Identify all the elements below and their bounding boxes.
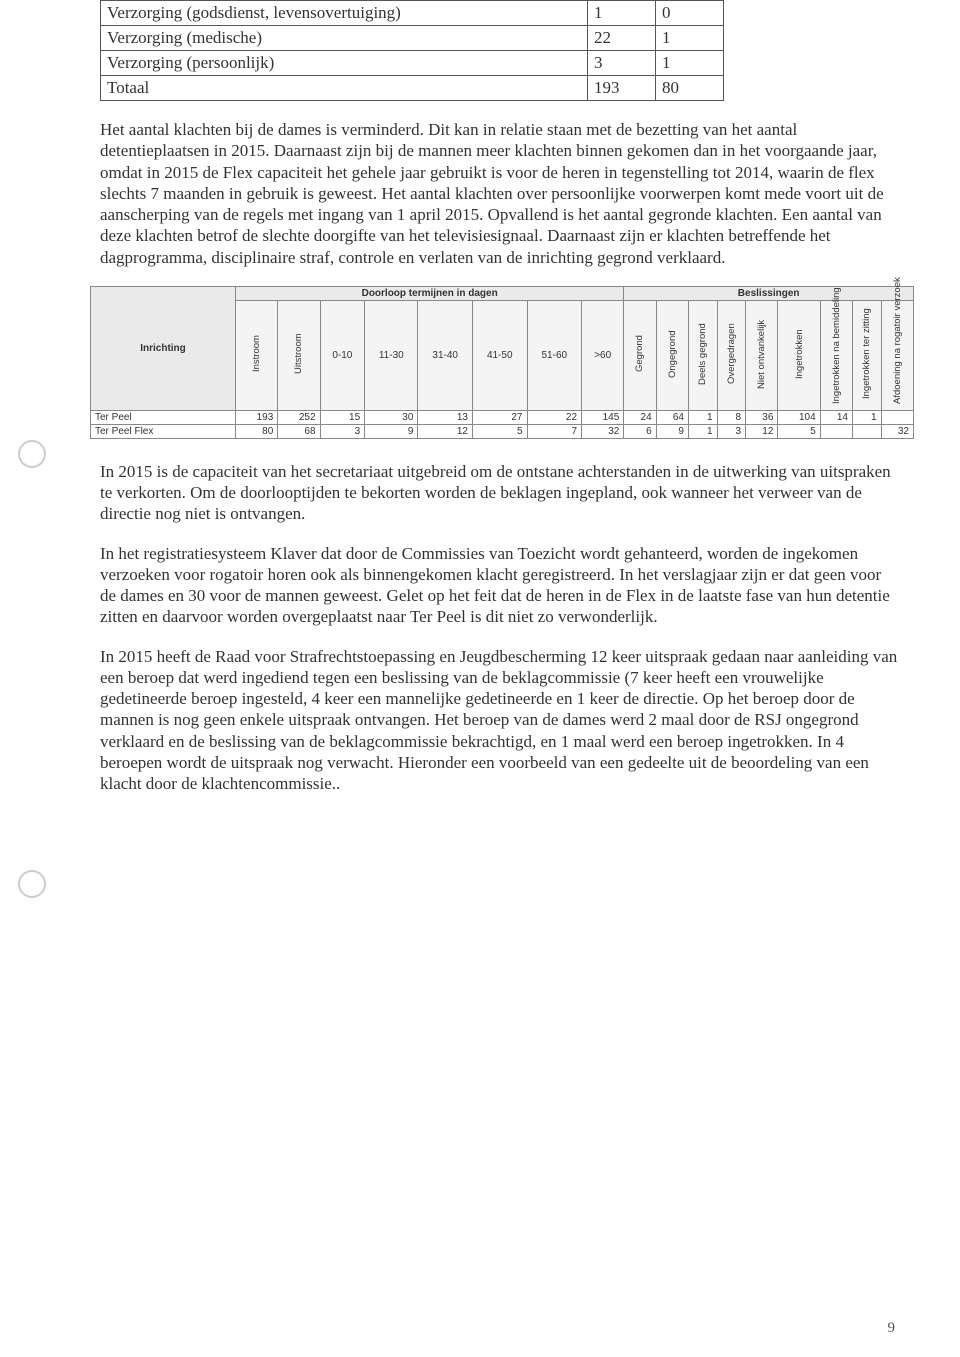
col-11-30: 11-30 bbox=[365, 300, 418, 410]
col-41-50: 41-50 bbox=[472, 300, 527, 410]
cell-value: 193 bbox=[236, 410, 278, 424]
cell-value: 104 bbox=[778, 410, 820, 424]
cell-value: 12 bbox=[746, 424, 778, 438]
cell-value: 14 bbox=[820, 410, 852, 424]
col-ingetrokken-zit: Ingetrokken ter zitting bbox=[852, 300, 881, 410]
klachten-summary-table: Verzorging (godsdienst, levensovertuigin… bbox=[100, 0, 724, 101]
cell-value: 8 bbox=[717, 410, 746, 424]
col-afdoening: Afdoening na rogatoir verzoek bbox=[881, 300, 913, 410]
cell-value: 80 bbox=[656, 76, 724, 101]
punch-hole bbox=[18, 870, 46, 898]
row-name: Ter Peel bbox=[91, 410, 236, 424]
col-overgedragen: Overgedragen bbox=[717, 300, 746, 410]
cell-value: 9 bbox=[656, 424, 688, 438]
cell-value: 1 bbox=[688, 410, 717, 424]
cell-value: 0 bbox=[656, 1, 724, 26]
cell-value: 252 bbox=[278, 410, 320, 424]
cell-value: 5 bbox=[472, 424, 527, 438]
col-ingetrokken-bem: Ingetrokken na bemiddeling bbox=[820, 300, 852, 410]
row-name: Ter Peel Flex bbox=[91, 424, 236, 438]
cell-value: 30 bbox=[365, 410, 418, 424]
cell-value: 80 bbox=[236, 424, 278, 438]
cell-label: Verzorging (godsdienst, levensovertuigin… bbox=[101, 1, 588, 26]
group-beslissingen: Beslissingen bbox=[624, 286, 914, 300]
cell-value: 3 bbox=[717, 424, 746, 438]
table-row: Verzorging (medische)221 bbox=[101, 26, 724, 51]
paragraph-1: Het aantal klachten bij de dames is verm… bbox=[100, 119, 900, 268]
stats-table: Inrichting Doorloop termijnen in dagen B… bbox=[90, 286, 914, 439]
cell-label: Totaal bbox=[101, 76, 588, 101]
cell-value: 15 bbox=[320, 410, 365, 424]
cell-value: 193 bbox=[588, 76, 656, 101]
col-60plus: >60 bbox=[582, 300, 624, 410]
cell-label: Verzorging (medische) bbox=[101, 26, 588, 51]
cell-value: 24 bbox=[624, 410, 656, 424]
cell-value bbox=[881, 410, 913, 424]
col-uitstroom: Uitstroom bbox=[278, 300, 320, 410]
cell-value bbox=[852, 424, 881, 438]
cell-value: 22 bbox=[588, 26, 656, 51]
cell-value: 13 bbox=[418, 410, 473, 424]
group-doorloop: Doorloop termijnen in dagen bbox=[236, 286, 624, 300]
col-0-10: 0-10 bbox=[320, 300, 365, 410]
cell-value: 6 bbox=[624, 424, 656, 438]
cell-value: 32 bbox=[881, 424, 913, 438]
cell-value: 1 bbox=[656, 26, 724, 51]
cell-value: 1 bbox=[852, 410, 881, 424]
col-deels-gegrond: Deels gegrond bbox=[688, 300, 717, 410]
cell-value: 32 bbox=[582, 424, 624, 438]
cell-value: 64 bbox=[656, 410, 688, 424]
table-row: Totaal19380 bbox=[101, 76, 724, 101]
col-inrichting: Inrichting bbox=[91, 286, 236, 410]
cell-value: 3 bbox=[320, 424, 365, 438]
cell-value: 145 bbox=[582, 410, 624, 424]
col-ongegrond: Ongegrond bbox=[656, 300, 688, 410]
col-niet-ontvankelijk: Niet ontvankelijk bbox=[746, 300, 778, 410]
cell-value: 1 bbox=[656, 51, 724, 76]
col-instroom: Instroom bbox=[236, 300, 278, 410]
col-gegrond: Gegrond bbox=[624, 300, 656, 410]
paragraph-2: In 2015 is de capaciteit van het secreta… bbox=[100, 461, 900, 525]
col-31-40: 31-40 bbox=[418, 300, 473, 410]
cell-value: 12 bbox=[418, 424, 473, 438]
page-number: 9 bbox=[888, 1320, 896, 1337]
paragraph-3: In het registratiesysteem Klaver dat doo… bbox=[100, 543, 900, 628]
punch-hole bbox=[18, 440, 46, 468]
table-row: Verzorging (persoonlijk)31 bbox=[101, 51, 724, 76]
paragraph-4: In 2015 heeft de Raad voor Strafrechtsto… bbox=[100, 646, 900, 795]
cell-value: 68 bbox=[278, 424, 320, 438]
cell-value: 3 bbox=[588, 51, 656, 76]
stats-row: Ter Peel Flex806839125732691312532 bbox=[91, 424, 914, 438]
table-row: Verzorging (godsdienst, levensovertuigin… bbox=[101, 1, 724, 26]
cell-value: 5 bbox=[778, 424, 820, 438]
cell-value: 36 bbox=[746, 410, 778, 424]
cell-value: 9 bbox=[365, 424, 418, 438]
cell-value: 22 bbox=[527, 410, 582, 424]
stats-row: Ter Peel19325215301327221452464183610414… bbox=[91, 410, 914, 424]
cell-value: 1 bbox=[588, 1, 656, 26]
col-ingetrokken: Ingetrokken bbox=[778, 300, 820, 410]
cell-value bbox=[820, 424, 852, 438]
cell-value: 27 bbox=[472, 410, 527, 424]
cell-label: Verzorging (persoonlijk) bbox=[101, 51, 588, 76]
cell-value: 1 bbox=[688, 424, 717, 438]
col-51-60: 51-60 bbox=[527, 300, 582, 410]
cell-value: 7 bbox=[527, 424, 582, 438]
